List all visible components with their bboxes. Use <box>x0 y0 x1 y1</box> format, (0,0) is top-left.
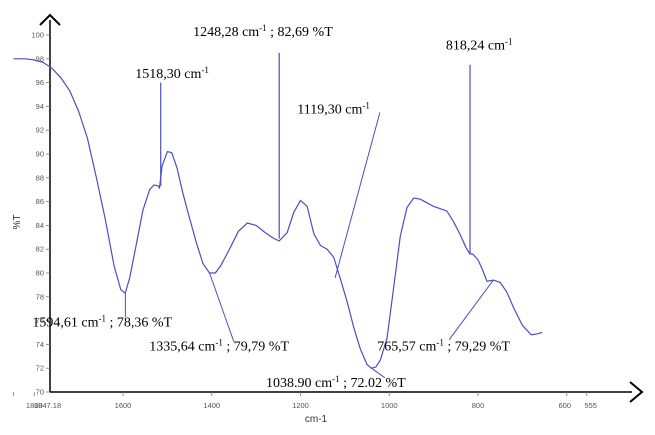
x-tick-label: 1000 <box>381 401 398 410</box>
y-tick-label: 84 <box>36 221 44 230</box>
x-tick-label: 1800 <box>26 401 43 410</box>
peak-label: 1518,30 cm-1 <box>135 65 209 82</box>
y-tick-label: 90 <box>36 150 44 159</box>
y-tick-label: 82 <box>36 245 44 254</box>
leader-lines <box>124 112 494 379</box>
leader-1038 <box>371 367 386 379</box>
peak-label: 818,24 cm-1 <box>446 36 513 53</box>
x-tick-label: 800 <box>472 401 485 410</box>
y-axis-arrow <box>39 13 61 26</box>
peak-label: 1335,64 cm-1 ; 79,79 %T <box>149 337 289 354</box>
y-tick-label: 78 <box>36 292 44 301</box>
peak-annotations: 1518,30 cm-1 1248,28 cm-1 ; 82,69 %T 818,2… <box>32 23 512 391</box>
x-tick-label: 600 <box>558 401 571 410</box>
y-axis-title: %T <box>12 215 23 230</box>
leader-1119 <box>334 112 381 278</box>
y-tick-label: 70 <box>36 388 44 397</box>
y-tick-label: 100 <box>31 31 44 40</box>
y-tick-label: 92 <box>36 126 44 135</box>
leader-1335 <box>209 272 235 343</box>
y-tick-label: 76 <box>36 316 44 325</box>
peak-spikes <box>160 52 471 254</box>
x-tick-label: 1400 <box>203 401 220 410</box>
y-tick-label: 96 <box>36 78 44 87</box>
leader-765 <box>448 279 494 340</box>
y-tick-label: 80 <box>36 269 44 278</box>
axes <box>39 13 644 403</box>
x-tick-label: 1847.18 <box>34 401 61 410</box>
y-ticks: 70 72 74 76 78 80 82 84 86 88 90 92 94 96 98 100 <box>31 31 50 397</box>
y-tick-label: 88 <box>36 173 44 182</box>
y-tick-label: 98 <box>36 54 44 63</box>
x-tick-label: 1200 <box>292 401 309 410</box>
y-tick-label: 86 <box>36 197 44 206</box>
x-tick-label: 555 <box>584 401 597 410</box>
spectrum-line <box>13 58 543 369</box>
y-tick-label: 74 <box>36 340 44 349</box>
peak-label: 1119,30 cm-1 <box>297 101 370 118</box>
x-axis-title: cm-1 <box>305 414 328 425</box>
peak-label: 765,57 cm-1 ; 79,29 %T <box>377 337 510 354</box>
peak-label: 1038.90 cm-1 ; 72.02 %T <box>266 374 406 391</box>
x-tick-label: 1600 <box>115 401 132 410</box>
peak-label: 1594,61 cm-1 ; 78,36 %T <box>32 314 172 331</box>
x-axis-arrow <box>629 381 644 403</box>
peak-label: 1248,28 cm-1 ; 82,69 %T <box>193 23 333 40</box>
y-tick-label: 72 <box>36 364 44 373</box>
y-tick-label: 94 <box>36 102 44 111</box>
